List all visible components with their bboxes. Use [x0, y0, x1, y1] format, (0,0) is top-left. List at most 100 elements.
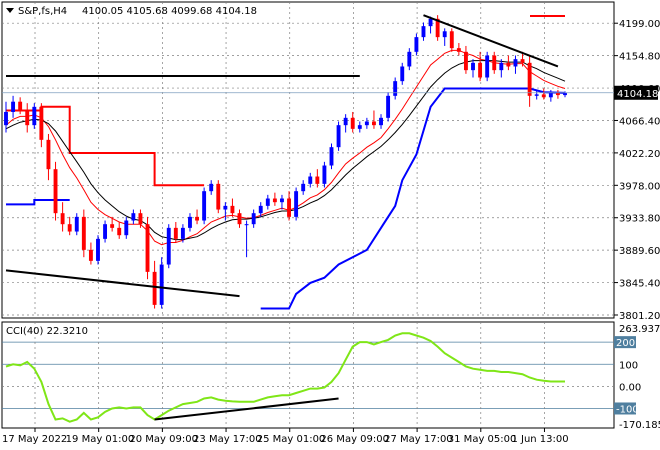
candle-body — [53, 169, 58, 214]
time-tick-label: 23 May 17:00 — [193, 434, 262, 445]
candle-body — [463, 51, 468, 71]
cci-tick-label: -100 — [616, 404, 639, 415]
candle-body — [96, 238, 100, 261]
candle-body — [492, 55, 497, 71]
candle-body — [294, 191, 299, 217]
candle-body — [555, 92, 560, 96]
price-tick-label: 4022.20 — [619, 149, 660, 160]
cci-tick-label: -170.1858 — [619, 420, 660, 431]
candle-body — [343, 117, 348, 126]
time-tick-label: 19 May 01:00 — [66, 434, 135, 445]
candle-body — [563, 92, 567, 96]
candle-body — [46, 139, 51, 170]
candle-body — [124, 220, 129, 236]
candle-body — [138, 213, 143, 225]
candle-body — [18, 101, 23, 111]
candle-body — [202, 191, 207, 221]
candle-body — [520, 59, 525, 63]
price-tick-label: 3801.20 — [619, 311, 660, 322]
candle-body — [442, 31, 447, 38]
candle-body — [209, 183, 214, 192]
candle-body — [166, 227, 171, 265]
candle-body — [527, 62, 532, 96]
lower-envelope-line-2 — [260, 87, 566, 310]
cci-tick-label: 263.9375 — [619, 324, 660, 335]
price-tick-label: 4154.80 — [619, 52, 660, 63]
candle-body — [329, 147, 334, 166]
ma-fast-line — [5, 49, 566, 246]
candle-body — [548, 92, 553, 98]
symbol-dropdown-icon[interactable] — [6, 8, 14, 13]
candle-body — [159, 264, 164, 305]
main-grid — [2, 2, 614, 318]
candle-body — [110, 224, 115, 228]
candle-body — [74, 216, 79, 232]
candle-body — [541, 94, 546, 98]
time-tick-label: 20 May 09:00 — [129, 434, 198, 445]
candle-body — [173, 227, 178, 239]
candle-body — [350, 117, 355, 129]
candlesticks — [4, 15, 567, 309]
time-tick-label: 17 May 2022 — [2, 434, 67, 445]
trendline-low-support — [5, 269, 240, 298]
candle-body — [145, 224, 150, 272]
price-tick-label: 3889.60 — [619, 246, 660, 257]
candle-body — [81, 216, 86, 250]
candle-body — [223, 205, 228, 210]
candle-body — [287, 198, 291, 217]
candle-body — [414, 37, 419, 52]
candle-body — [435, 18, 440, 38]
time-tick-label: 1 Jun 13:00 — [511, 434, 568, 445]
cci-tick-label: 100 — [619, 360, 638, 371]
candle-body — [513, 59, 518, 67]
candle-body — [386, 95, 391, 118]
lower-envelope-line — [6, 199, 70, 206]
candle-body — [265, 198, 270, 206]
candle-body — [195, 216, 199, 221]
cci-tick-label: 200 — [616, 338, 635, 349]
candle-body — [230, 205, 235, 214]
candle-body — [428, 18, 433, 27]
trendline-upper-resistance — [423, 14, 559, 68]
candle-body — [280, 198, 284, 203]
candle-body — [272, 198, 277, 203]
candle-body — [237, 213, 242, 225]
candle-body — [244, 224, 249, 226]
candle-body — [39, 106, 44, 140]
candle-body — [11, 101, 16, 112]
candle-body — [131, 213, 136, 221]
candle-body — [25, 110, 30, 126]
candle-body — [372, 121, 376, 126]
moving-averages — [5, 49, 566, 246]
candle-body — [357, 125, 362, 129]
candle-body — [103, 224, 108, 239]
cci-line — [5, 332, 565, 423]
price-tick-label: 3933.80 — [619, 214, 660, 225]
time-tick-label: 31 May 05:00 — [448, 434, 517, 445]
symbol-title: S&P,fs,H4 — [18, 6, 67, 17]
cci-level-box — [614, 402, 636, 415]
cci-trendline — [154, 397, 339, 421]
candle-body — [471, 62, 475, 71]
candle-body — [117, 227, 122, 236]
price-axis: 4199.004154.804110.604066.404022.203978.… — [614, 19, 660, 322]
candle-body — [88, 249, 93, 261]
price-tick-label: 3845.40 — [619, 279, 660, 290]
candle-body — [364, 121, 369, 126]
candle-body — [4, 111, 8, 126]
candle-body — [67, 224, 72, 232]
candle-body — [421, 26, 426, 38]
time-tick-label: 25 May 01:00 — [257, 434, 326, 445]
time-tick-label: 26 May 09:00 — [320, 434, 389, 445]
cci-title: CCI(40) 22.3210 — [6, 326, 88, 337]
price-tick-label: 3978.00 — [619, 181, 660, 192]
candle-body — [308, 176, 313, 184]
candle-body — [322, 165, 327, 184]
candle-body — [407, 51, 412, 67]
cci-axis: 263.9375 200 100 0.00 -100 -170.1858 — [614, 324, 660, 431]
candle-body — [315, 176, 320, 184]
candle-body — [506, 62, 511, 67]
candle-body — [449, 31, 454, 49]
